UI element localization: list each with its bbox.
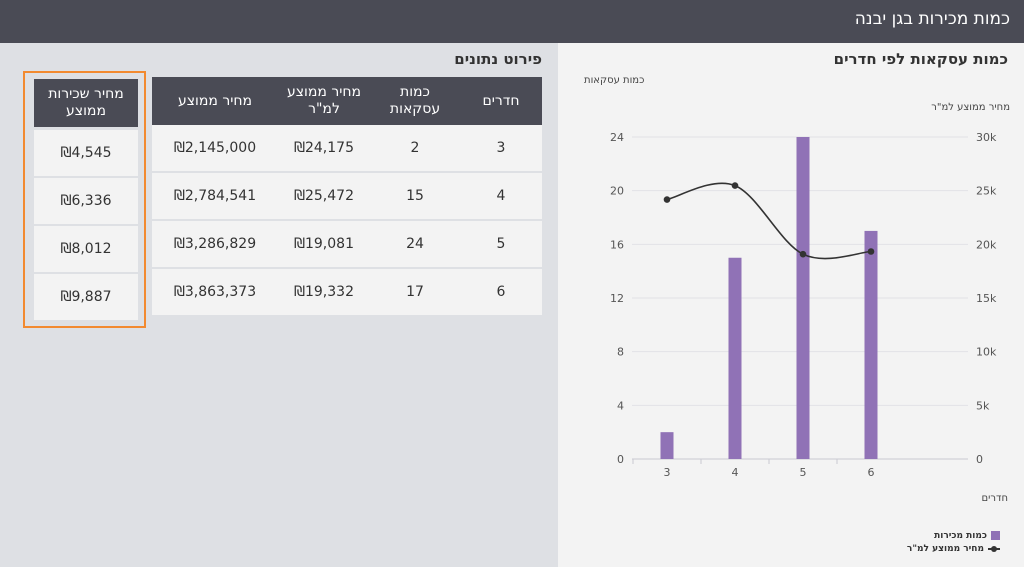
bar xyxy=(728,257,742,459)
rooms-chart: 0 0 4 5k 8 10k 12 15k 16 20k 20 25k 24 30k 3 4 5 6 xyxy=(610,131,997,479)
col-avg-price: מחיר ממוצע xyxy=(152,77,278,125)
left-tick-label: 4 xyxy=(617,399,624,412)
page-title: כמות מכירות בגן יבנה xyxy=(854,9,1010,29)
cell-avg-price: ₪3,286,829 xyxy=(152,221,278,269)
line-point xyxy=(731,182,739,189)
cell-avg-sqm: ₪19,081 xyxy=(278,221,370,269)
right-tick-label: 25k xyxy=(976,185,997,198)
line-point xyxy=(867,248,875,255)
x-tick-label: 3 xyxy=(664,466,671,479)
table-header-row: חדרים כמות עסקאות מחיר ממוצע למ"ר מחיר מ… xyxy=(152,77,542,125)
left-axis-label: כמות עסקאות xyxy=(584,75,645,86)
col-avg-sqm: מחיר ממוצע למ"ר xyxy=(278,77,370,125)
cell-avg-price: ₪2,784,541 xyxy=(152,173,278,221)
chart-legend: כמות מכירות מחיר ממוצע למ"ר xyxy=(907,529,1000,555)
cell-rooms: 5 xyxy=(460,221,542,269)
rent-cell: ₪4,545 xyxy=(34,130,138,176)
col-rooms: חדרים xyxy=(460,77,542,125)
right-tick-label: 15k xyxy=(976,292,997,305)
data-table: חדרים כמות עסקאות מחיר ממוצע למ"ר מחיר מ… xyxy=(152,77,542,317)
rent-cell: ₪9,887 xyxy=(34,274,138,320)
page-header: כמות מכירות בגן יבנה xyxy=(0,0,1024,43)
bar xyxy=(660,432,674,459)
col-avg-rent: מחיר שכירות ממוצע xyxy=(34,79,138,127)
cell-avg-price: ₪2,145,000 xyxy=(152,125,278,173)
rent-cell: ₪8,012 xyxy=(34,226,138,272)
table-row: 6 17 ₪19,332 ₪3,863,373 xyxy=(152,269,542,317)
left-tick-label: 16 xyxy=(610,238,624,251)
right-tick-label: 30k xyxy=(976,131,997,144)
chart-panel: כמות עסקאות לפי חדרים כמות עסקאות מחיר מ… xyxy=(558,43,1024,567)
line-point xyxy=(799,250,807,258)
rent-cell: ₪6,336 xyxy=(34,178,138,224)
legend-item-bars[interactable]: כמות מכירות xyxy=(907,529,1000,542)
x-tick-label: 5 xyxy=(800,466,807,479)
x-axis-label: חדרים xyxy=(981,493,1008,504)
right-tick-label: 5k xyxy=(976,399,990,412)
cell-avg-sqm: ₪24,175 xyxy=(278,125,370,173)
cell-rooms: 6 xyxy=(460,269,542,317)
cell-avg-sqm: ₪19,332 xyxy=(278,269,370,317)
left-tick-label: 0 xyxy=(617,453,624,466)
legend-label-bars: כמות מכירות xyxy=(934,530,987,541)
line-swatch-icon xyxy=(988,544,1000,553)
cell-deals: 17 xyxy=(370,269,460,317)
cell-avg-sqm: ₪25,472 xyxy=(278,173,370,221)
line-series xyxy=(666,182,872,260)
bar xyxy=(864,230,878,459)
table-row: 3 2 ₪24,175 ₪2,145,000 xyxy=(152,125,542,173)
table-row: 5 24 ₪19,081 ₪3,286,829 xyxy=(152,221,542,269)
cell-rooms: 3 xyxy=(460,125,542,173)
left-tick-label: 20 xyxy=(610,185,624,198)
x-tick-label: 6 xyxy=(868,466,875,479)
right-tick-label: 10k xyxy=(976,346,997,359)
bar xyxy=(796,137,810,459)
right-tick-label: 20k xyxy=(976,238,997,251)
rent-column-highlight: מחיר שכירות ממוצע ₪4,545 ₪6,336 ₪8,012 ₪… xyxy=(23,71,146,328)
legend-label-line: מחיר ממוצע למ"ר xyxy=(906,543,984,554)
cell-deals: 24 xyxy=(370,221,460,269)
x-tick-label: 4 xyxy=(732,466,739,479)
cell-deals: 15 xyxy=(370,173,460,221)
cell-avg-price: ₪3,863,373 xyxy=(152,269,278,317)
right-tick-label: 0 xyxy=(976,453,983,466)
right-axis-label: מחיר ממוצע למ"ר xyxy=(931,102,1010,113)
left-tick-label: 24 xyxy=(610,131,624,144)
cell-deals: 2 xyxy=(370,125,460,173)
left-tick-label: 8 xyxy=(617,346,624,359)
col-deals: כמות עסקאות xyxy=(370,77,460,125)
table-row: 4 15 ₪25,472 ₪2,784,541 xyxy=(152,173,542,221)
line-point xyxy=(663,196,671,203)
legend-item-line[interactable]: מחיר ממוצע למ"ר xyxy=(907,542,1000,555)
table-title: פירוט נתונים xyxy=(454,50,542,68)
cell-rooms: 4 xyxy=(460,173,542,221)
chart-title: כמות עסקאות לפי חדרים xyxy=(833,50,1008,68)
left-tick-label: 12 xyxy=(610,292,624,305)
bar-swatch-icon xyxy=(991,531,1000,540)
